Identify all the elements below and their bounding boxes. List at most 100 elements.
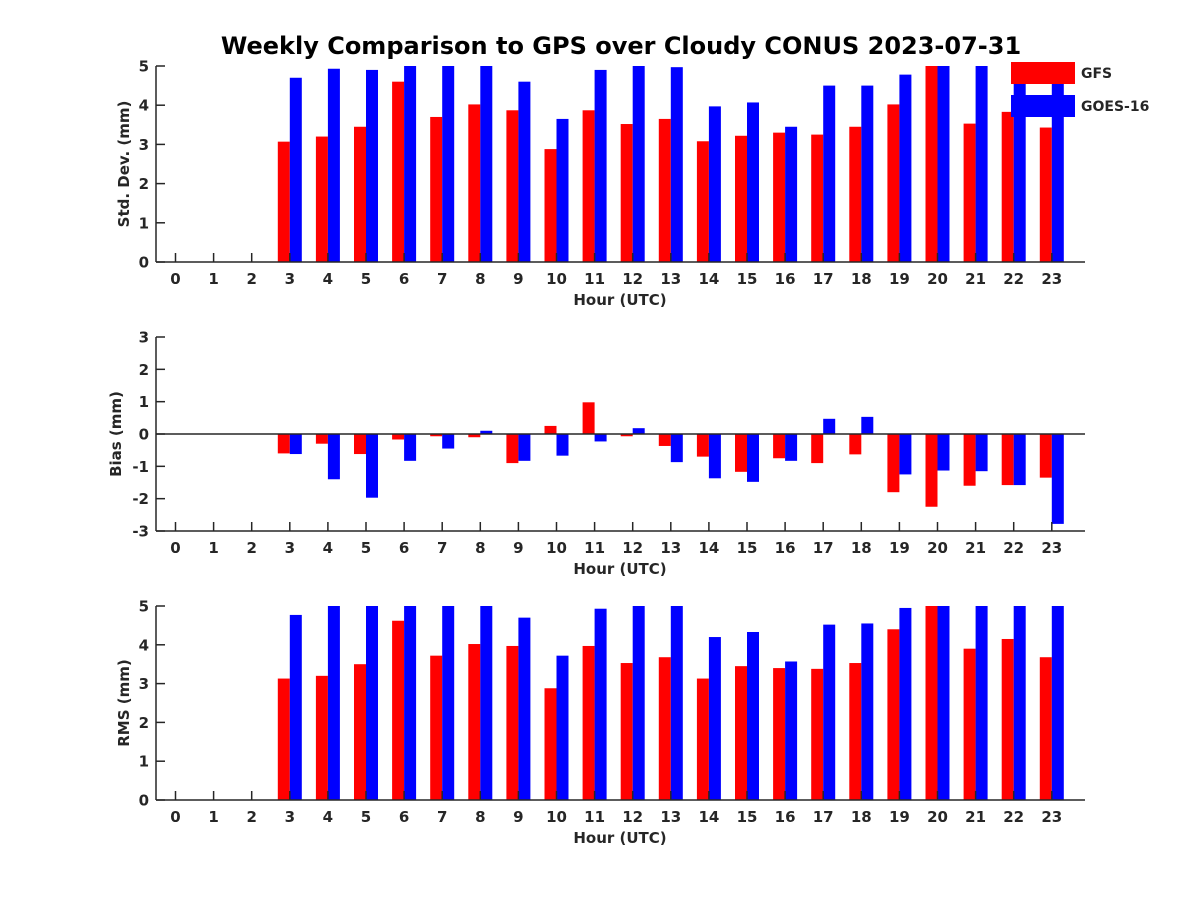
x-tick-label: 13 [660,539,681,557]
x-tick-label: 6 [399,808,409,826]
x-tick-label: 23 [1041,539,1062,557]
bar-goes-16-18 [861,623,874,800]
bar-goes-16-17 [823,85,836,262]
bar-goes-16-14 [708,106,721,262]
y-tick-label: 5 [139,598,149,616]
x-tick-label: 19 [889,270,910,288]
bar-goes-16-17 [823,418,836,434]
x-tick-label: 17 [813,539,834,557]
bar-gfs-6 [392,81,405,263]
y-axis-label: Std. Dev. (mm) [115,101,133,228]
y-tick-label: 1 [139,753,149,771]
bar-gfs-16 [773,668,786,800]
x-tick-label: 21 [965,270,986,288]
x-tick-label: 13 [660,808,681,826]
x-tick-label: 15 [737,808,758,826]
x-tick-label: 7 [437,539,447,557]
bar-goes-16-12 [632,606,645,800]
legend-label: GFS [1081,66,1112,82]
x-axis-label: Hour (UTC) [573,829,666,847]
bar-gfs-6 [392,620,405,800]
x-tick-label: 22 [1003,539,1024,557]
bar-gfs-11 [582,110,595,263]
bar-goes-16-9 [518,434,531,461]
bar-gfs-4 [315,434,328,444]
x-axis-label: Hour (UTC) [573,560,666,578]
bar-goes-16-16 [785,126,798,262]
bar-gfs-13 [658,118,671,262]
x-axis-label: Hour (UTC) [573,291,666,309]
bar-gfs-11 [582,402,595,434]
bar-goes-16-11 [594,69,607,262]
y-tick-label: 4 [139,97,149,115]
x-tick-label: 4 [323,808,333,826]
bar-gfs-17 [811,668,824,800]
bar-gfs-8 [468,644,481,800]
bar-gfs-20 [925,66,938,262]
x-tick-label: 19 [889,808,910,826]
x-tick-label: 8 [475,539,485,557]
y-tick-label: 1 [139,393,149,411]
bar-gfs-11 [582,645,595,800]
x-tick-label: 15 [737,539,758,557]
x-tick-label: 3 [285,808,295,826]
bar-goes-16-22 [1013,606,1026,800]
x-tick-label: 17 [813,270,834,288]
bar-goes-16-13 [670,434,683,463]
bar-goes-16-7 [442,434,455,449]
bar-goes-16-3 [289,77,302,262]
bar-goes-16-18 [861,416,874,434]
bar-gfs-12 [620,124,633,263]
bar-goes-16-10 [556,118,569,262]
bar-gfs-5 [354,434,366,455]
bar-gfs-17 [811,434,824,464]
x-tick-label: 14 [698,270,719,288]
x-tick-label: 7 [437,270,447,288]
x-tick-label: 18 [851,808,872,826]
x-tick-label: 0 [170,270,180,288]
y-axis-label: RMS (mm) [115,659,133,746]
bar-gfs-3 [277,678,290,800]
bar-goes-16-4 [327,434,340,480]
y-tick-label: -3 [132,523,149,541]
y-tick-label: 3 [139,136,149,154]
x-tick-label: 20 [927,270,948,288]
y-tick-label: 4 [139,636,149,654]
y-tick-label: -2 [132,490,149,508]
bar-gfs-19 [887,104,900,262]
bar-goes-16-8 [480,430,493,434]
bar-goes-16-3 [289,434,302,455]
x-tick-label: 10 [546,270,567,288]
bar-goes-16-23 [1051,434,1064,524]
bar-gfs-22 [1001,111,1014,262]
y-axis-label: Bias (mm) [107,391,125,477]
bar-goes-16-17 [823,624,836,800]
y-tick-label: 5 [139,58,149,76]
bar-goes-16-4 [327,68,340,262]
x-tick-label: 4 [323,270,333,288]
bar-goes-16-6 [404,606,417,800]
x-tick-label: 20 [927,539,948,557]
bar-goes-16-8 [480,66,493,262]
bar-goes-16-16 [785,434,798,461]
bar-goes-16-9 [518,617,531,800]
bar-gfs-10 [544,149,557,262]
bar-gfs-21 [963,648,976,800]
bar-gfs-8 [468,104,481,262]
x-tick-label: 7 [437,808,447,826]
bar-gfs-10 [544,688,557,800]
bar-goes-16-7 [442,66,455,262]
x-tick-label: 6 [399,539,409,557]
bar-gfs-15 [735,666,747,800]
bar-goes-16-20 [937,434,950,471]
legend: GFS GOES-16 [1011,62,1149,117]
y-tick-label: 0 [139,254,149,272]
x-tick-label: 2 [246,808,256,826]
bar-goes-16-8 [480,606,493,800]
x-tick-label: 11 [584,808,605,826]
bar-goes-16-19 [899,434,912,475]
bar-goes-16-14 [708,434,721,479]
